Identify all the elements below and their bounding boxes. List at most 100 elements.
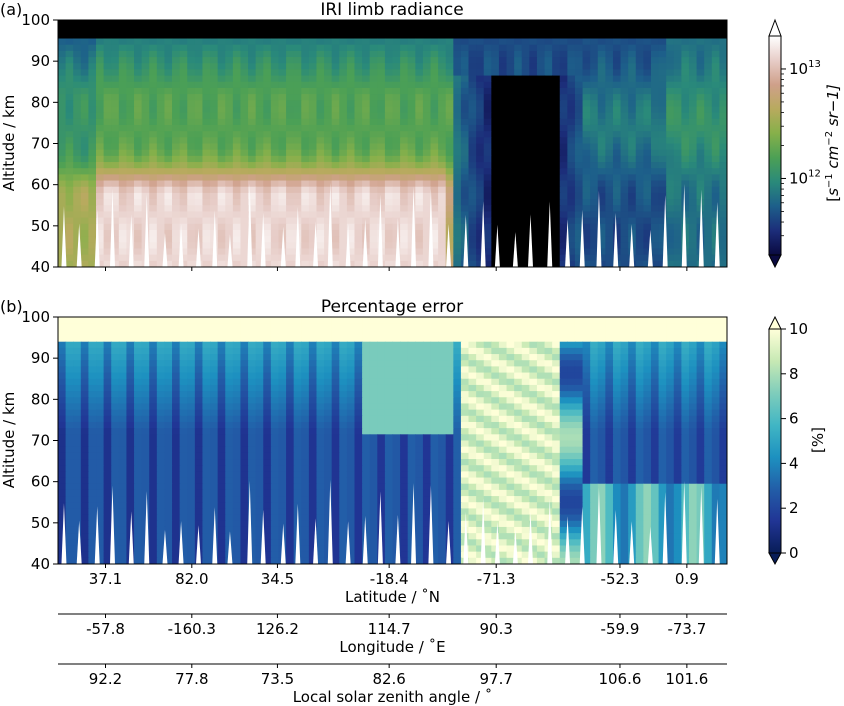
heatmap-cell [582, 112, 591, 120]
heatmap-cell [172, 366, 181, 374]
heatmap-cell [210, 131, 219, 138]
heatmap-cell [141, 409, 150, 417]
panel-a-x-ticks [104, 267, 688, 271]
heatmap-cell [187, 100, 196, 108]
heatmap-cell [483, 155, 492, 163]
heatmap-cell [210, 26, 219, 33]
heatmap-cell [263, 378, 272, 386]
heatmap-cell [248, 118, 257, 126]
heatmap-cell [719, 372, 727, 380]
heatmap-cell [430, 75, 439, 83]
heatmap-cell [217, 360, 226, 367]
heatmap-cell [559, 354, 568, 361]
heatmap-cell [476, 260, 485, 267]
heatmap-cell [514, 229, 523, 237]
heatmap-cell [202, 137, 211, 145]
heatmap-cell [202, 341, 211, 349]
heatmap-cell [369, 32, 378, 40]
heatmap-cell [141, 137, 150, 145]
heatmap-cell [65, 20, 74, 27]
heatmap-cell [164, 397, 173, 405]
heatmap-cell [187, 229, 196, 237]
heatmap-cell [80, 397, 90, 405]
heatmap-cell [73, 354, 82, 361]
heatmap-cell [476, 94, 485, 101]
heatmap-cell [217, 112, 226, 120]
heatmap-cell [301, 32, 310, 40]
heatmap-cell [156, 155, 166, 163]
heatmap-cell [331, 323, 340, 330]
heatmap-cell [597, 323, 606, 330]
heatmap-cell [156, 335, 166, 343]
heatmap-cell [225, 149, 234, 157]
heatmap-cell [445, 217, 454, 225]
heatmap-cell [567, 366, 576, 374]
heatmap-cell [187, 403, 196, 411]
heatmap-cell [301, 254, 310, 262]
heatmap-cell [362, 162, 371, 169]
heatmap-cell [88, 94, 97, 101]
heatmap-cell [582, 87, 591, 95]
heatmap-cell [172, 409, 181, 417]
data-gap [128, 214, 134, 267]
heatmap-cell [134, 106, 143, 114]
heatmap-cell [704, 186, 713, 194]
heatmap-cell [384, 199, 394, 206]
heatmap-cell [293, 180, 302, 188]
heatmap-cell [293, 75, 302, 83]
heatmap-cell [202, 143, 211, 151]
heatmap-cell [673, 384, 682, 392]
heatmap-cell [362, 118, 371, 126]
heatmap-cell [688, 174, 698, 182]
heatmap-cell [278, 360, 287, 367]
heatmap-cell [453, 223, 462, 231]
heatmap-cell [468, 323, 477, 330]
heatmap-cell [666, 69, 675, 77]
heatmap-cell [696, 57, 705, 64]
heatmap-cell [681, 378, 690, 386]
heatmap-cell [498, 87, 508, 95]
heatmap-cell [73, 124, 82, 132]
heatmap-cell [217, 391, 226, 398]
heatmap-cell [331, 248, 340, 256]
heatmap-cell [202, 186, 211, 194]
heatmap-cell [187, 57, 196, 64]
heatmap-cell [96, 384, 105, 392]
heatmap-cell [308, 335, 318, 343]
heatmap-cell [346, 94, 356, 101]
heatmap-cell [377, 32, 386, 40]
heatmap-cell [308, 354, 318, 361]
heatmap-cell [506, 143, 515, 151]
heatmap-cell [278, 168, 287, 175]
heatmap-cell [232, 335, 242, 343]
heatmap-cell [582, 94, 591, 101]
heatmap-cell [658, 192, 667, 200]
heatmap-cell [96, 137, 105, 145]
heatmap-cell [210, 317, 219, 324]
heatmap-cell [248, 366, 257, 374]
heatmap-cell [202, 26, 211, 33]
heatmap-cell [331, 229, 340, 237]
heatmap-cell [650, 335, 660, 343]
heatmap-cell [536, 174, 546, 182]
heatmap-cell [179, 384, 188, 392]
heatmap-cell [172, 81, 181, 89]
heatmap-cell [111, 143, 120, 151]
heatmap-cell [111, 118, 120, 126]
heatmap-cell [552, 149, 561, 157]
heatmap-cell [567, 205, 576, 213]
heatmap-cell [635, 242, 644, 250]
heatmap-cell [536, 323, 546, 330]
heatmap-cell [384, 87, 394, 95]
heatmap-cell [339, 372, 348, 380]
heatmap-cell [422, 211, 432, 219]
heatmap-cell [141, 186, 150, 194]
heatmap-cell [346, 229, 356, 237]
heatmap-cell [232, 186, 242, 194]
heatmap-cell [407, 236, 416, 243]
heatmap-cell [430, 118, 439, 126]
heatmap-cell [422, 87, 432, 95]
heatmap-cell [498, 341, 508, 349]
heatmap-cell [476, 403, 485, 411]
heatmap-cell [590, 32, 599, 40]
